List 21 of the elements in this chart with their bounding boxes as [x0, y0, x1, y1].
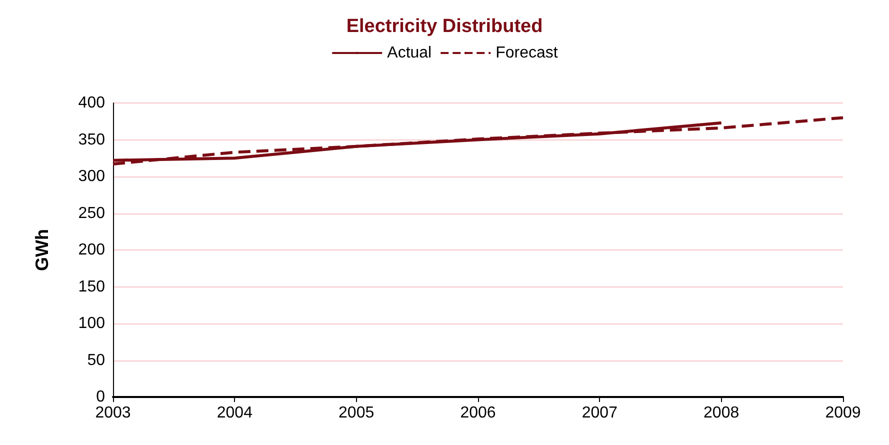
y-tick-label: 300 — [78, 168, 106, 185]
y-tick-label: 250 — [78, 204, 106, 222]
y-axis-title: GWh — [32, 229, 52, 271]
x-tick-label: 2005 — [338, 404, 374, 422]
y-tick-label: 150 — [78, 278, 106, 296]
x-tick-label: 2006 — [460, 404, 496, 422]
legend-label: Actual — [387, 44, 432, 62]
x-tick-label: 2008 — [704, 404, 740, 422]
y-tick-label: 400 — [78, 94, 106, 112]
y-tick-label: 350 — [78, 131, 106, 148]
x-tick-label: 2003 — [95, 404, 131, 422]
x-tick-label: 2004 — [216, 404, 253, 422]
line-series — [112, 116, 844, 166]
y-tick-label: 0 — [96, 388, 106, 406]
y-tick-label: 100 — [78, 315, 106, 332]
y-tick-label: 200 — [78, 242, 106, 258]
legend-label: Forecast — [496, 44, 558, 62]
x-tick-label: 2007 — [582, 404, 618, 422]
x-tick-label: 2009 — [825, 404, 861, 422]
y-tick-label: 50 — [87, 352, 106, 369]
chart-title: Electricity Distributed — [346, 16, 543, 37]
